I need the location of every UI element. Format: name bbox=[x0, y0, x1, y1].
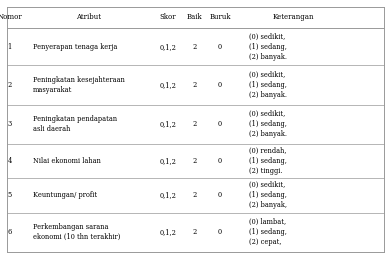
Text: 0,1,2: 0,1,2 bbox=[159, 228, 176, 236]
Text: Nilai ekonomi lahan: Nilai ekonomi lahan bbox=[33, 157, 101, 165]
Text: 4: 4 bbox=[7, 157, 12, 165]
Text: Keterangan: Keterangan bbox=[273, 13, 314, 21]
Text: 0,1,2: 0,1,2 bbox=[159, 157, 176, 165]
Text: Buruk: Buruk bbox=[209, 13, 231, 21]
Text: 0,1,2: 0,1,2 bbox=[159, 81, 176, 89]
Text: 0: 0 bbox=[218, 157, 222, 165]
Text: (0) sedikit,
(1) sedang,
(2) banyak.: (0) sedikit, (1) sedang, (2) banyak. bbox=[249, 71, 287, 99]
Text: 3: 3 bbox=[7, 120, 12, 128]
Text: 0: 0 bbox=[218, 120, 222, 128]
Text: (0) sedikit,
(1) sedang,
(2) banyak,: (0) sedikit, (1) sedang, (2) banyak, bbox=[249, 181, 287, 209]
Text: 2: 2 bbox=[193, 43, 197, 51]
Text: Perkembangan sarana
ekonomi (10 thn terakhir): Perkembangan sarana ekonomi (10 thn tera… bbox=[33, 223, 120, 241]
Text: 5: 5 bbox=[7, 191, 12, 199]
Text: 2: 2 bbox=[193, 191, 197, 199]
Text: (0) sedikit,
(1) sedang,
(2) banyak.: (0) sedikit, (1) sedang, (2) banyak. bbox=[249, 110, 287, 138]
Text: 0,1,2: 0,1,2 bbox=[159, 191, 176, 199]
Text: 0: 0 bbox=[218, 81, 222, 89]
Text: 0: 0 bbox=[218, 228, 222, 236]
Text: (0) sedikit,
(1) sedang,
(2) banyak.: (0) sedikit, (1) sedang, (2) banyak. bbox=[249, 33, 287, 61]
Text: 0: 0 bbox=[218, 191, 222, 199]
Text: Baik: Baik bbox=[187, 13, 203, 21]
Text: (0) rendah,
(1) sedang,
(2) tinggi.: (0) rendah, (1) sedang, (2) tinggi. bbox=[249, 147, 287, 175]
Text: 6: 6 bbox=[7, 228, 12, 236]
Text: Nomor: Nomor bbox=[0, 13, 22, 21]
Text: (0) lambat,
(1) sedang,
(2) cepat,: (0) lambat, (1) sedang, (2) cepat, bbox=[249, 218, 287, 246]
Text: 0,1,2: 0,1,2 bbox=[159, 120, 176, 128]
Text: 2: 2 bbox=[193, 228, 197, 236]
Text: Peningkatan kesejahteraan
masyarakat: Peningkatan kesejahteraan masyarakat bbox=[33, 76, 125, 94]
Text: 2: 2 bbox=[193, 81, 197, 89]
Text: 1: 1 bbox=[7, 43, 12, 51]
Text: 0: 0 bbox=[218, 43, 222, 51]
Text: 2: 2 bbox=[7, 81, 12, 89]
Text: Atribut: Atribut bbox=[76, 13, 101, 21]
Text: Penyerapan tenaga kerja: Penyerapan tenaga kerja bbox=[33, 43, 117, 51]
Text: Peningkatan pendapatan
asli daerah: Peningkatan pendapatan asli daerah bbox=[33, 115, 117, 133]
Text: 0,1,2: 0,1,2 bbox=[159, 43, 176, 51]
Text: 2: 2 bbox=[193, 120, 197, 128]
Text: Skor: Skor bbox=[159, 13, 176, 21]
Text: Keuntungan/ profit: Keuntungan/ profit bbox=[33, 191, 97, 199]
Text: 2: 2 bbox=[193, 157, 197, 165]
